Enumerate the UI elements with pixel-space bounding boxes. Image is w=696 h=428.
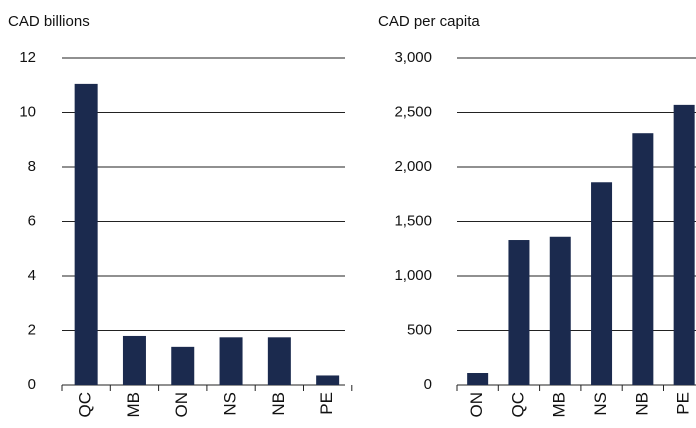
bar [316, 375, 340, 385]
y-tick-label: 0 [424, 376, 432, 393]
y-tick-label: 1,500 [394, 212, 432, 229]
x-tick-label: NS [221, 392, 240, 416]
x-tick-label: ON [172, 392, 191, 418]
y-tick-label: 8 [28, 158, 36, 175]
x-tick-label: PE [317, 392, 336, 415]
x-tick-label: PE [674, 392, 693, 415]
x-tick-label: ON [467, 392, 486, 418]
bar [267, 337, 291, 385]
y-tick-label: 2,000 [394, 158, 432, 175]
y-tick-label: 0 [28, 376, 36, 393]
bar [171, 346, 195, 385]
x-tick-label: QC [508, 392, 527, 418]
chart-title: CAD per capita [378, 13, 480, 30]
y-tick-label: 3,000 [394, 49, 432, 66]
bar [591, 182, 613, 385]
y-tick-label: 6 [28, 212, 36, 229]
bar [508, 240, 530, 385]
x-tick-label: QC [76, 392, 95, 418]
y-tick-label: 2 [28, 321, 36, 338]
y-tick-label: 4 [28, 267, 36, 284]
bar [74, 83, 98, 385]
bar [122, 335, 146, 385]
chart-title: CAD billions [8, 13, 90, 30]
y-tick-label: 2,500 [394, 103, 432, 120]
x-tick-label: NS [591, 392, 610, 416]
bar [673, 104, 695, 386]
x-tick-label: NB [269, 392, 288, 416]
bar [549, 236, 571, 385]
y-tick-label: 500 [407, 321, 432, 338]
x-tick-label: MB [550, 392, 569, 418]
y-tick-label: 10 [19, 103, 36, 120]
y-tick-label: 1,000 [394, 267, 432, 284]
x-tick-label: NB [632, 392, 651, 416]
bar [632, 133, 654, 385]
bar [467, 373, 489, 385]
x-tick-label: MB [124, 392, 143, 418]
y-tick-label: 12 [19, 49, 36, 66]
bar [219, 337, 243, 385]
